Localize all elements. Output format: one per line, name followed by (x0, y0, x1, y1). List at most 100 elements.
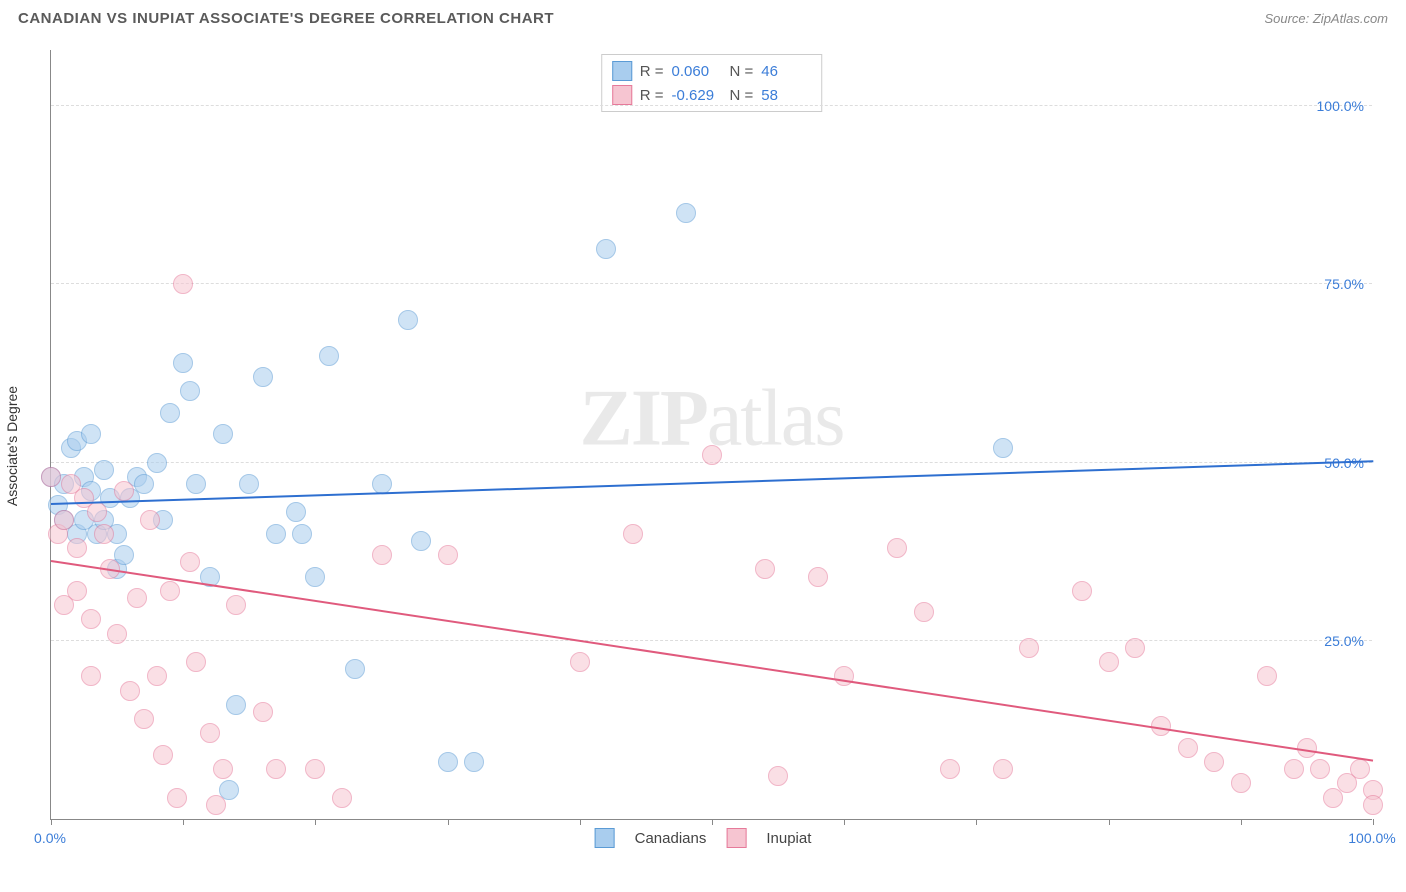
watermark-bold: ZIP (580, 375, 707, 463)
gridline (51, 640, 1372, 641)
data-point (213, 424, 233, 444)
legend-swatch-inupiat (726, 828, 746, 848)
data-point (226, 595, 246, 615)
n-label: N = (730, 87, 754, 104)
data-point (768, 766, 788, 786)
data-point (372, 474, 392, 494)
source-attribution: Source: ZipAtlas.com (1264, 11, 1388, 26)
legend-label-inupiat: Inupiat (766, 830, 811, 847)
data-point (134, 709, 154, 729)
data-point (438, 545, 458, 565)
data-point (153, 745, 173, 765)
xtick (315, 819, 316, 825)
gridline (51, 105, 1372, 106)
data-point (67, 538, 87, 558)
xtick (448, 819, 449, 825)
data-point (180, 552, 200, 572)
swatch-canadians (612, 61, 632, 81)
data-point (147, 453, 167, 473)
xtick (51, 819, 52, 825)
xtick-label: 0.0% (34, 830, 66, 846)
watermark-light: atlas (707, 375, 844, 463)
data-point (834, 666, 854, 686)
xtick (580, 819, 581, 825)
r-value-inupiat: -0.629 (672, 87, 722, 104)
ytick-label: 100.0% (1317, 98, 1364, 114)
data-point (81, 424, 101, 444)
data-point (464, 752, 484, 772)
n-label: N = (730, 63, 754, 80)
r-label: R = (640, 87, 664, 104)
data-point (200, 723, 220, 743)
xtick (1241, 819, 1242, 825)
data-point (67, 581, 87, 601)
data-point (253, 702, 273, 722)
data-point (940, 759, 960, 779)
data-point (107, 624, 127, 644)
data-point (1072, 581, 1092, 601)
data-point (808, 567, 828, 587)
data-point (87, 502, 107, 522)
data-point (120, 681, 140, 701)
data-point (1099, 652, 1119, 672)
xtick (183, 819, 184, 825)
data-point (81, 666, 101, 686)
data-point (81, 609, 101, 629)
legend-label-canadians: Canadians (635, 830, 707, 847)
data-point (226, 695, 246, 715)
data-point (332, 788, 352, 808)
data-point (1231, 773, 1251, 793)
data-point (54, 510, 74, 530)
data-point (398, 310, 418, 330)
stats-row-inupiat: R = -0.629 N = 58 (612, 83, 812, 107)
data-point (1363, 795, 1383, 815)
data-point (206, 795, 226, 815)
data-point (305, 567, 325, 587)
data-point (160, 403, 180, 423)
data-point (1350, 759, 1370, 779)
data-point (305, 759, 325, 779)
data-point (1204, 752, 1224, 772)
data-point (570, 652, 590, 672)
data-point (993, 759, 1013, 779)
data-point (887, 538, 907, 558)
data-point (173, 274, 193, 294)
data-point (372, 545, 392, 565)
n-value-inupiat: 58 (761, 87, 811, 104)
y-axis-label: Associate's Degree (4, 386, 20, 506)
trend-line (51, 560, 1373, 762)
xtick-label: 100.0% (1348, 830, 1395, 846)
data-point (186, 474, 206, 494)
data-point (914, 602, 934, 622)
data-point (286, 502, 306, 522)
data-point (253, 367, 273, 387)
data-point (160, 581, 180, 601)
data-point (140, 510, 160, 530)
data-point (94, 460, 114, 480)
chart-title: CANADIAN VS INUPIAT ASSOCIATE'S DEGREE C… (18, 10, 554, 27)
data-point (1019, 638, 1039, 658)
ytick-label: 75.0% (1324, 276, 1364, 292)
data-point (266, 759, 286, 779)
data-point (292, 524, 312, 544)
data-point (596, 239, 616, 259)
data-point (173, 353, 193, 373)
data-point (438, 752, 458, 772)
data-point (993, 438, 1013, 458)
data-point (345, 659, 365, 679)
xtick (712, 819, 713, 825)
data-point (41, 467, 61, 487)
data-point (186, 652, 206, 672)
data-point (676, 203, 696, 223)
r-label: R = (640, 63, 664, 80)
data-point (1284, 759, 1304, 779)
data-point (411, 531, 431, 551)
xtick (976, 819, 977, 825)
data-point (127, 588, 147, 608)
xtick (1109, 819, 1110, 825)
data-point (239, 474, 259, 494)
data-point (702, 445, 722, 465)
data-point (319, 346, 339, 366)
n-value-canadians: 46 (761, 63, 811, 80)
data-point (147, 666, 167, 686)
